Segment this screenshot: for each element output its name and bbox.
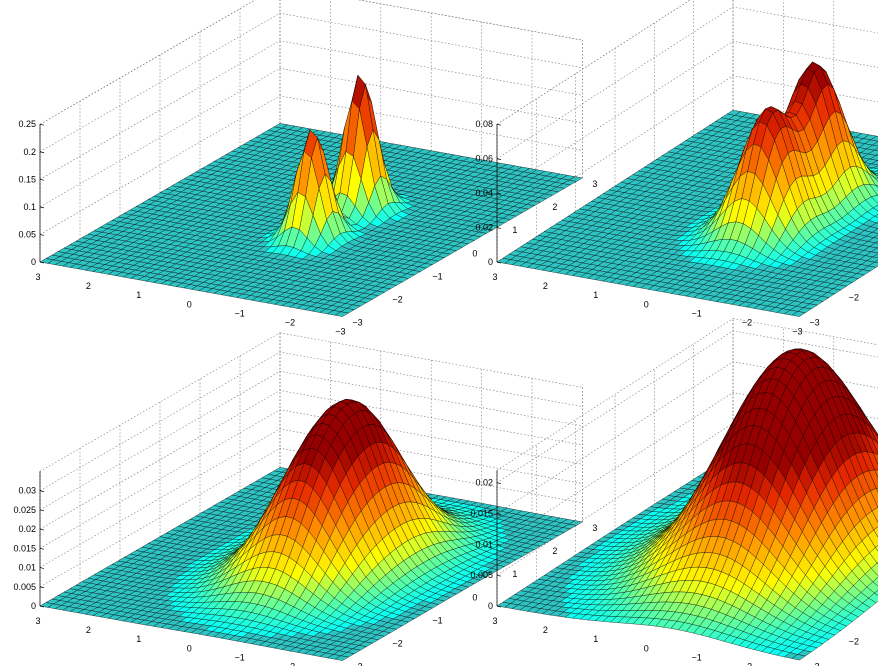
- x-tick-label: −2: [285, 662, 295, 666]
- y-tick-label: 3: [592, 523, 597, 533]
- x-tick-label: 3: [35, 272, 40, 282]
- y-tick-label: −2: [849, 292, 859, 302]
- z-tick-label: 0.02: [475, 223, 493, 233]
- y-tick-label: −1: [432, 271, 442, 281]
- z-tick-label: 0.03: [18, 486, 36, 496]
- z-tick-label: 0.025: [13, 505, 36, 515]
- x-tick-label: 0: [187, 299, 192, 309]
- z-tick-label: 0.08: [475, 119, 493, 129]
- x-tick-label: 2: [86, 281, 91, 291]
- z-tick-label: 0.15: [18, 174, 36, 184]
- z-tick-label: 0.01: [18, 563, 36, 573]
- z-tick-label: 0: [31, 257, 36, 267]
- y-tick-label: −3: [352, 318, 362, 328]
- x-tick-label: 2: [543, 281, 548, 291]
- y-tick-label: 2: [552, 202, 557, 212]
- surface-mesh: [39, 399, 583, 661]
- x-tick-label: −3: [335, 327, 345, 337]
- y-tick-label: −3: [809, 318, 819, 328]
- y-tick-label: 1: [512, 225, 517, 235]
- x-tick-label: 0: [644, 299, 649, 309]
- surface-mesh: [39, 74, 583, 317]
- x-tick-label: −2: [742, 318, 752, 328]
- y-tick-label: 3: [592, 179, 597, 189]
- x-tick-label: 1: [593, 290, 598, 300]
- y-tick-label: −1: [432, 615, 442, 625]
- x-tick-label: −1: [234, 308, 244, 318]
- z-tick-label: 0.1: [23, 202, 36, 212]
- x-tick-label: −1: [234, 652, 244, 662]
- surface-plot-bottom-left: 00.0050.010.0150.020.0250.033210−1−2−3−3…: [13, 332, 597, 666]
- y-tick-label: 0: [472, 248, 477, 258]
- y-tick-label: −3: [352, 662, 362, 666]
- z-tick-label: 0: [488, 257, 493, 267]
- x-tick-label: 3: [35, 616, 40, 626]
- x-tick-label: −3: [792, 327, 802, 337]
- x-tick-label: 2: [86, 625, 91, 635]
- y-tick-label: 1: [512, 569, 517, 579]
- z-tick-label: 0.25: [18, 119, 36, 129]
- z-tick-label: 0.02: [18, 524, 36, 534]
- z-tick-label: 0.04: [475, 188, 493, 198]
- y-tick-label: 0: [472, 592, 477, 602]
- z-tick-label: 0.2: [23, 147, 36, 157]
- y-tick-label: −2: [392, 295, 402, 305]
- x-tick-label: −1: [691, 308, 701, 318]
- z-tick-label: 0.015: [13, 543, 36, 553]
- z-tick-label: 0.05: [18, 229, 36, 239]
- surface-mesh: [496, 348, 878, 661]
- y-tick-label: −2: [392, 639, 402, 649]
- x-tick-label: 0: [187, 643, 192, 653]
- x-tick-label: 1: [136, 290, 141, 300]
- z-tick-label: 0.005: [13, 582, 36, 592]
- x-tick-label: 3: [492, 272, 497, 282]
- z-tick-label: 0: [31, 601, 36, 611]
- y-tick-label: 2: [552, 546, 557, 556]
- x-tick-label: −2: [285, 318, 295, 328]
- surface-plot-top-left: 0 0.05 0.1 0.15 0.2 0.25 3 2 1 0 −1 −2 −3 −3 −2 −1 0 1 2 3: [18, 0, 597, 337]
- x-tick-label: 1: [136, 634, 141, 644]
- z-tick-label: 0.06: [475, 154, 493, 164]
